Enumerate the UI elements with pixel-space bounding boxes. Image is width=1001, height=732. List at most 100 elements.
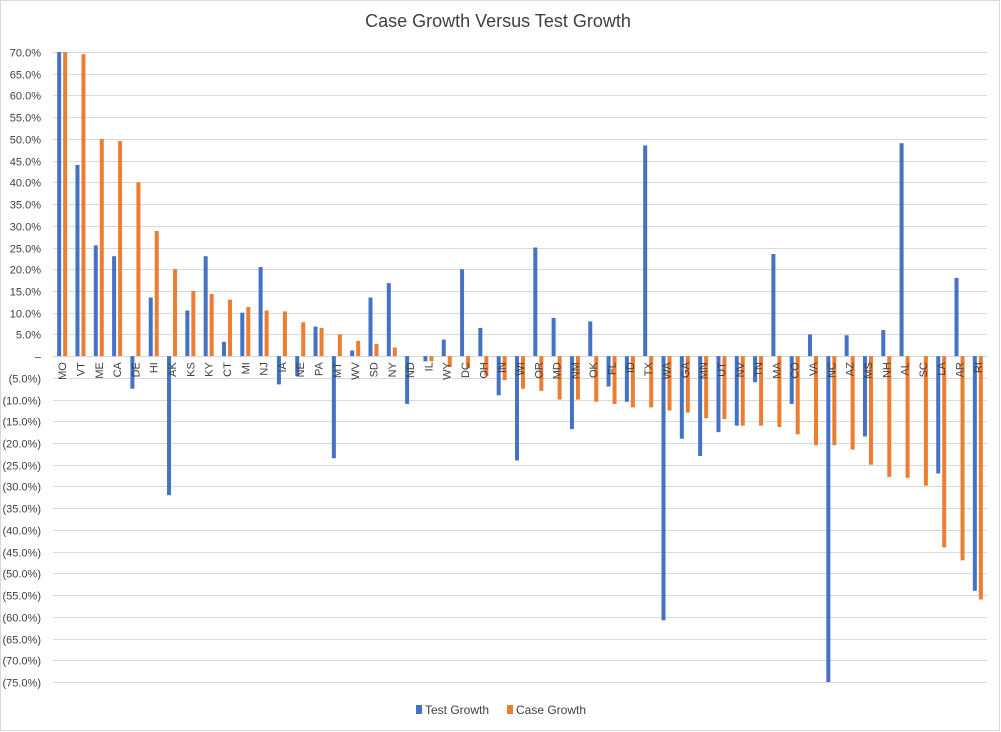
y-tick-label: (50.0%) <box>2 569 41 581</box>
bar-case-mt <box>337 334 342 357</box>
category-label: OK <box>588 361 600 378</box>
bar-case-wi <box>521 356 525 389</box>
category-label: IN <box>497 362 509 373</box>
bar-test-mo <box>57 52 62 357</box>
bar-case-ga <box>685 356 690 413</box>
category-label: NY <box>387 361 399 377</box>
legend-label-case: Case Growth <box>516 703 586 717</box>
y-tick-label: (15.0%) <box>2 417 41 429</box>
bar-test-hi <box>148 297 153 357</box>
bar-test-id <box>624 356 629 402</box>
category-label: MO <box>57 362 69 380</box>
category-label: ID <box>625 362 637 373</box>
category-label: SC <box>918 362 930 377</box>
category-label: ND <box>405 362 417 378</box>
bar-case-la <box>942 356 947 548</box>
bar-test-dc <box>460 269 465 357</box>
y-tick-label: 70.0% <box>10 48 41 60</box>
bar-case-de <box>136 182 141 357</box>
bar-test-ks <box>185 310 190 357</box>
bar-case-fl <box>612 356 617 404</box>
legend: Test Growth Case Growth <box>416 703 586 717</box>
bar-test-ut <box>716 356 721 433</box>
category-label: OR <box>533 362 545 379</box>
bar-test-or <box>533 247 538 357</box>
y-tick-label: – <box>35 352 42 364</box>
category-label: AZ <box>845 362 857 376</box>
bar-test-ar <box>954 277 959 357</box>
bar-test-mn <box>698 356 703 457</box>
bar-test-nv <box>734 356 739 426</box>
y-tick-label: (75.0%) <box>2 678 41 690</box>
category-label: WI <box>515 362 527 375</box>
category-label: MA <box>771 361 783 378</box>
category-label: AR <box>955 362 967 377</box>
y-tick-label: (5.0%) <box>9 374 41 386</box>
category-label: UT <box>716 362 728 377</box>
bar-case-wv <box>356 340 361 357</box>
category-label: OH <box>478 362 490 379</box>
y-tick-label: 25.0% <box>10 244 41 256</box>
category-label: AL <box>900 362 912 375</box>
bar-case-co <box>795 356 800 435</box>
bar-case-ct <box>227 299 232 357</box>
legend-label-test: Test Growth <box>425 703 489 717</box>
gridlines <box>53 52 987 683</box>
category-label: WV <box>350 361 362 379</box>
bar-test-co <box>789 356 794 404</box>
bar-test-sd <box>368 297 373 357</box>
bar-case-ne <box>301 322 306 357</box>
chart-title: Case Growth Versus Test Growth <box>365 11 631 31</box>
bar-case-tn <box>759 356 764 426</box>
y-tick-label: (35.0%) <box>2 504 41 516</box>
bar-case-in <box>502 356 507 381</box>
y-tick-label: (10.0%) <box>2 396 41 408</box>
bar-test-md <box>551 317 556 357</box>
y-tick-label: (30.0%) <box>2 482 41 494</box>
category-label: IL <box>423 362 435 371</box>
bar-case-vt <box>81 54 86 357</box>
bar-case-oh <box>484 356 489 376</box>
bar-test-va <box>808 334 813 357</box>
category-label: WA <box>662 361 674 379</box>
bar-test-in <box>496 356 501 396</box>
bar-case-nh <box>887 356 892 477</box>
category-label: MT <box>332 362 344 378</box>
category-label: NV <box>735 361 747 377</box>
bar-test-wa <box>661 356 666 621</box>
category-label: CA <box>112 361 124 377</box>
bars <box>57 52 983 682</box>
bar-test-nm <box>569 356 574 430</box>
bar-test-ma <box>771 254 776 357</box>
y-tick-label: 40.0% <box>10 178 41 190</box>
bar-case-mo <box>63 52 68 357</box>
bar-case-ms <box>868 356 873 465</box>
category-label: WY <box>442 361 454 379</box>
bar-test-wy <box>441 339 446 357</box>
bar-case-nj <box>264 310 269 357</box>
bar-test-ky <box>203 256 208 357</box>
bar-case-nv <box>740 356 745 426</box>
category-label: KY <box>204 361 216 376</box>
bar-test-ca <box>112 256 117 357</box>
bar-test-ok <box>588 321 593 357</box>
y-tick-label: 60.0% <box>10 91 41 103</box>
bar-test-nj <box>258 267 263 357</box>
category-label: MD <box>552 362 564 379</box>
category-label: RI <box>973 362 985 373</box>
bar-case-wy <box>447 356 452 367</box>
category-label: NE <box>295 362 307 377</box>
bar-test-ak <box>167 356 172 496</box>
bar-case-me <box>99 138 104 357</box>
category-label: KS <box>185 362 197 377</box>
bar-test-mi <box>240 312 245 357</box>
bar-case-tx <box>649 356 654 408</box>
y-tick-label: (70.0%) <box>2 656 41 668</box>
category-label: NC <box>826 362 838 378</box>
y-axis-ticks: 70.0% 65.0% 60.0% 55.0% 50.0% 45.0% 40.0% 35.0%… <box>2 48 41 690</box>
bar-test-az <box>844 335 849 357</box>
bar-test-mt <box>331 356 336 459</box>
bar-test-fl <box>606 356 611 387</box>
